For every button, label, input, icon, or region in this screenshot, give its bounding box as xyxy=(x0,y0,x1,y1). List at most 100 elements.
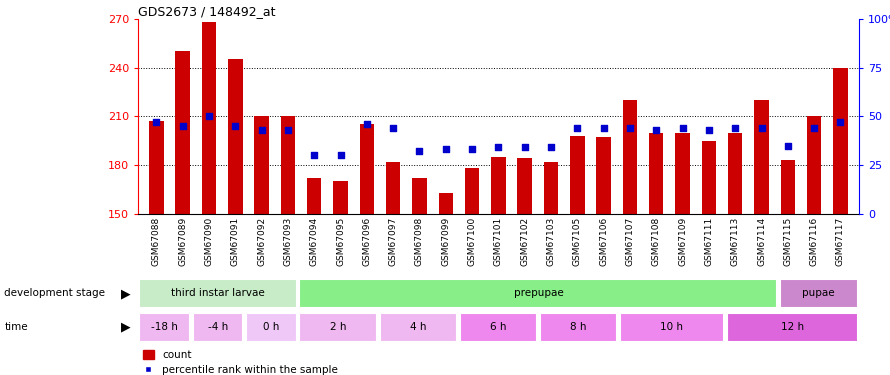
Bar xyxy=(228,59,243,214)
Point xyxy=(281,127,295,133)
Text: -18 h: -18 h xyxy=(151,322,178,332)
Text: GSM67099: GSM67099 xyxy=(441,217,450,266)
Text: third instar larvae: third instar larvae xyxy=(171,288,265,298)
Point xyxy=(676,125,690,131)
Point xyxy=(596,125,611,131)
Text: 2 h: 2 h xyxy=(330,322,346,332)
Bar xyxy=(246,313,296,342)
Text: GSM67097: GSM67097 xyxy=(389,217,398,266)
Text: GSM67093: GSM67093 xyxy=(283,217,293,266)
Bar xyxy=(255,116,269,214)
Point xyxy=(360,121,374,127)
Bar xyxy=(649,132,664,214)
Bar xyxy=(676,132,690,214)
Text: GSM67107: GSM67107 xyxy=(626,217,635,266)
Bar xyxy=(139,279,297,308)
Bar xyxy=(728,132,742,214)
Point xyxy=(781,142,795,148)
Text: GSM67103: GSM67103 xyxy=(546,217,555,266)
Bar xyxy=(460,313,538,342)
Point xyxy=(728,125,742,131)
Text: GSM67115: GSM67115 xyxy=(783,217,792,266)
Text: -4 h: -4 h xyxy=(208,322,228,332)
Bar xyxy=(544,162,558,214)
Bar xyxy=(623,100,637,214)
Text: 8 h: 8 h xyxy=(570,322,587,332)
Bar xyxy=(202,22,216,214)
Text: GSM67117: GSM67117 xyxy=(836,217,845,266)
Text: 10 h: 10 h xyxy=(660,322,684,332)
Legend: count, percentile rank within the sample: count, percentile rank within the sample xyxy=(143,350,338,375)
Text: GSM67116: GSM67116 xyxy=(810,217,819,266)
Bar xyxy=(570,136,585,214)
Bar xyxy=(175,51,190,214)
Bar xyxy=(150,121,164,214)
Point xyxy=(649,127,663,133)
Text: GSM67113: GSM67113 xyxy=(731,217,740,266)
Bar xyxy=(781,279,858,308)
Bar xyxy=(380,313,457,342)
Point xyxy=(412,148,426,154)
Text: GSM67089: GSM67089 xyxy=(178,217,187,266)
Text: GSM67106: GSM67106 xyxy=(599,217,608,266)
Bar xyxy=(781,160,795,214)
Text: GSM67108: GSM67108 xyxy=(651,217,660,266)
Text: GSM67105: GSM67105 xyxy=(573,217,582,266)
Point xyxy=(334,152,348,158)
Point xyxy=(701,127,716,133)
Point xyxy=(570,125,585,131)
Point xyxy=(386,125,400,131)
Text: GSM67094: GSM67094 xyxy=(310,217,319,266)
Text: GSM67095: GSM67095 xyxy=(336,217,345,266)
Text: prepupae: prepupae xyxy=(514,288,563,298)
Text: ▶: ▶ xyxy=(121,287,131,300)
Point xyxy=(150,119,164,125)
Text: GSM67090: GSM67090 xyxy=(205,217,214,266)
Text: 0 h: 0 h xyxy=(263,322,279,332)
Point xyxy=(465,146,479,152)
Text: 6 h: 6 h xyxy=(490,322,506,332)
Text: GSM67100: GSM67100 xyxy=(467,217,476,266)
Text: GSM67101: GSM67101 xyxy=(494,217,503,266)
Point xyxy=(175,123,190,129)
Text: 12 h: 12 h xyxy=(781,322,804,332)
Text: GSM67098: GSM67098 xyxy=(415,217,424,266)
Bar xyxy=(412,178,426,214)
Text: time: time xyxy=(4,322,28,332)
Point xyxy=(307,152,321,158)
Bar xyxy=(333,181,348,214)
Point xyxy=(202,113,216,119)
Bar xyxy=(701,141,716,214)
Text: development stage: development stage xyxy=(4,288,105,298)
Bar xyxy=(299,279,778,308)
Text: 4 h: 4 h xyxy=(410,322,426,332)
Bar xyxy=(280,116,295,214)
Bar xyxy=(439,193,453,214)
Point xyxy=(544,144,558,150)
Bar xyxy=(307,178,321,214)
Bar xyxy=(139,313,190,342)
Bar xyxy=(193,313,244,342)
Text: GSM67091: GSM67091 xyxy=(231,217,239,266)
Text: GSM67088: GSM67088 xyxy=(152,217,161,266)
Text: GDS2673 / 148492_at: GDS2673 / 148492_at xyxy=(138,4,275,18)
Point xyxy=(518,144,532,150)
Text: GSM67092: GSM67092 xyxy=(257,217,266,266)
Bar xyxy=(299,313,377,342)
Bar xyxy=(727,313,858,342)
Text: GSM67102: GSM67102 xyxy=(521,217,530,266)
Bar xyxy=(619,313,724,342)
Text: pupae: pupae xyxy=(803,288,835,298)
Point xyxy=(255,127,269,133)
Text: GSM67096: GSM67096 xyxy=(362,217,371,266)
Text: GSM67114: GSM67114 xyxy=(757,217,766,266)
Text: ▶: ▶ xyxy=(121,321,131,334)
Bar xyxy=(833,68,847,214)
Bar xyxy=(360,124,374,214)
Text: GSM67111: GSM67111 xyxy=(704,217,714,266)
Bar xyxy=(465,168,480,214)
Bar xyxy=(386,162,400,214)
Point xyxy=(807,125,821,131)
Point xyxy=(755,125,769,131)
Point xyxy=(833,119,847,125)
